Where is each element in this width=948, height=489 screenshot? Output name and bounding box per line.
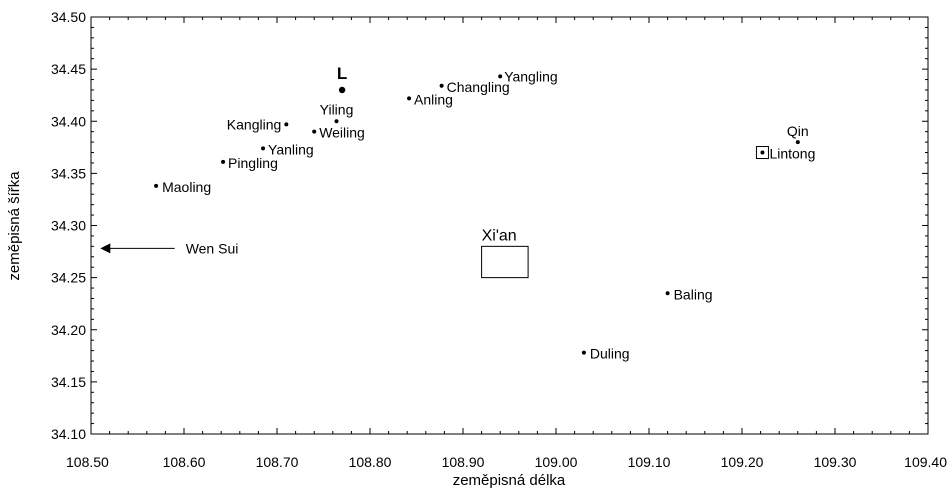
x-axis-title: zeměpisná délka: [453, 472, 566, 489]
point-pingling: [221, 159, 226, 164]
xian-area-box: [481, 245, 529, 279]
x-tick-label: 108.90: [442, 454, 485, 470]
y-tick-label: 34.45: [51, 61, 86, 77]
annotations: Xi'an Wen Sui: [100, 227, 529, 279]
y-tick-label: 34.10: [51, 426, 86, 442]
point-anling: [407, 96, 412, 101]
wen-sui-label: Wen Sui: [186, 240, 239, 256]
y-tick-labels: 34.10 34.15 34.20 34.25 34.30 34.35 34.40 34.45…: [51, 9, 86, 442]
point-maoling: [154, 183, 159, 188]
x-tick-label: 108.70: [256, 454, 299, 470]
label-yangling: Yangling: [504, 68, 557, 84]
label-l: L: [337, 64, 347, 83]
y-tick-label: 34.20: [51, 322, 86, 338]
wen-sui-arrow-head: [100, 243, 111, 254]
label-changling: Changling: [447, 79, 510, 95]
label-yiling: Yiling: [320, 101, 354, 117]
y-tick-label: 34.35: [51, 165, 86, 181]
label-anling: Anling: [414, 91, 453, 107]
y-tick-label: 34.30: [51, 218, 86, 234]
x-tick-label: 109.30: [814, 454, 857, 470]
x-tick-label: 109.40: [904, 454, 947, 470]
point-yiling: [334, 119, 339, 124]
point-qin: [795, 140, 800, 145]
point-yanling: [261, 146, 266, 151]
y-axis-title: zeměpisná šířka: [6, 171, 23, 281]
x-tick-label: 109.10: [628, 454, 671, 470]
y-tick-label: 34.15: [51, 374, 86, 390]
y-tick-label: 34.40: [51, 113, 86, 129]
point-duling: [581, 350, 586, 355]
label-lintong: Lintong: [769, 146, 815, 162]
point-lintong-box: [755, 146, 769, 160]
y-tick-label: 34.25: [51, 270, 86, 286]
label-yanling: Yanling: [268, 141, 314, 157]
x-tick-labels: 108.50 108.60 108.70 108.80 108.90 109.00 109.…: [66, 454, 947, 470]
point-lintong: [760, 150, 765, 155]
x-tick-label: 108.80: [349, 454, 392, 470]
x-tick-label: 108.50: [66, 454, 109, 470]
label-baling: Baling: [674, 286, 713, 302]
axis-ticks: [90, 16, 929, 435]
label-pingling: Pingling: [228, 155, 278, 171]
label-kangling: Kangling: [227, 116, 282, 132]
point-weiling: [312, 129, 317, 134]
label-maoling: Maoling: [162, 179, 211, 195]
label-weiling: Weiling: [319, 125, 365, 141]
point-baling: [665, 291, 670, 296]
y-tick-label: 34.50: [51, 9, 86, 25]
point-l: [338, 86, 346, 94]
label-qin: Qin: [787, 123, 809, 139]
x-tick-label: 108.60: [163, 454, 206, 470]
xian-label: Xi'an: [482, 227, 517, 244]
point-kangling: [284, 122, 289, 127]
label-duling: Duling: [590, 346, 630, 362]
x-tick-label: 109.20: [721, 454, 764, 470]
point-changling: [439, 83, 444, 88]
point-yangling: [498, 74, 503, 79]
x-tick-label: 109.00: [535, 454, 578, 470]
